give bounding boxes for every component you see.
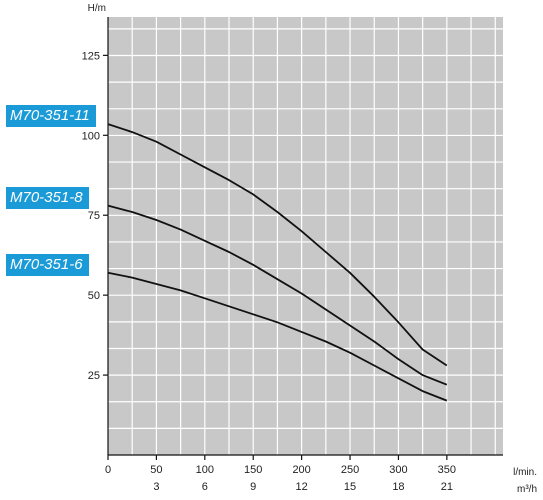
x-tick-label-secondary: 18 bbox=[392, 481, 404, 493]
series-line-3 bbox=[107, 271, 448, 402]
x-tick-label: 250 bbox=[341, 464, 359, 476]
tick-labels: 25 50 75 100 125 0 50 100 150 200 250 300 350 3 6 9 12 15… bbox=[82, 50, 456, 493]
y-tick-label: 75 bbox=[88, 210, 100, 222]
series-lines bbox=[107, 123, 448, 402]
x-tick-label-secondary: 21 bbox=[441, 481, 453, 493]
x-tick-label: 200 bbox=[292, 464, 310, 476]
y-tick-label: 25 bbox=[88, 370, 100, 382]
x-tick-label: 100 bbox=[196, 464, 214, 476]
series-label-m70-351-11: M70-351-11 bbox=[6, 105, 96, 128]
x-tick-label: 0 bbox=[105, 464, 111, 476]
x-axis-label-primary: l/min. bbox=[513, 467, 537, 478]
series-line-2 bbox=[107, 204, 448, 386]
y-tick-label: 125 bbox=[82, 50, 100, 62]
series-label-m70-351-6: M70-351-6 bbox=[6, 253, 89, 276]
x-tick-label-secondary: 15 bbox=[344, 481, 356, 493]
x-tick-label: 150 bbox=[244, 464, 262, 476]
x-tick-label: 300 bbox=[389, 464, 407, 476]
x-tick-label-secondary: 3 bbox=[153, 481, 159, 493]
series-label-m70-351-8: M70-351-8 bbox=[6, 186, 89, 209]
axes bbox=[107, 17, 503, 456]
x-tick-label: 350 bbox=[438, 464, 456, 476]
y-axis-label: H/m bbox=[88, 3, 106, 14]
x-tick-label-secondary: 12 bbox=[296, 481, 308, 493]
x-tick-label-secondary: 6 bbox=[202, 481, 208, 493]
series-line-1 bbox=[107, 123, 448, 367]
y-tick-label: 100 bbox=[82, 130, 100, 142]
x-tick-label-secondary: 9 bbox=[250, 481, 256, 493]
x-tick-label: 50 bbox=[150, 464, 162, 476]
plot-area bbox=[108, 17, 503, 455]
y-tick-label: 50 bbox=[88, 290, 100, 302]
x-axis-label-secondary: m³/h bbox=[517, 484, 537, 495]
